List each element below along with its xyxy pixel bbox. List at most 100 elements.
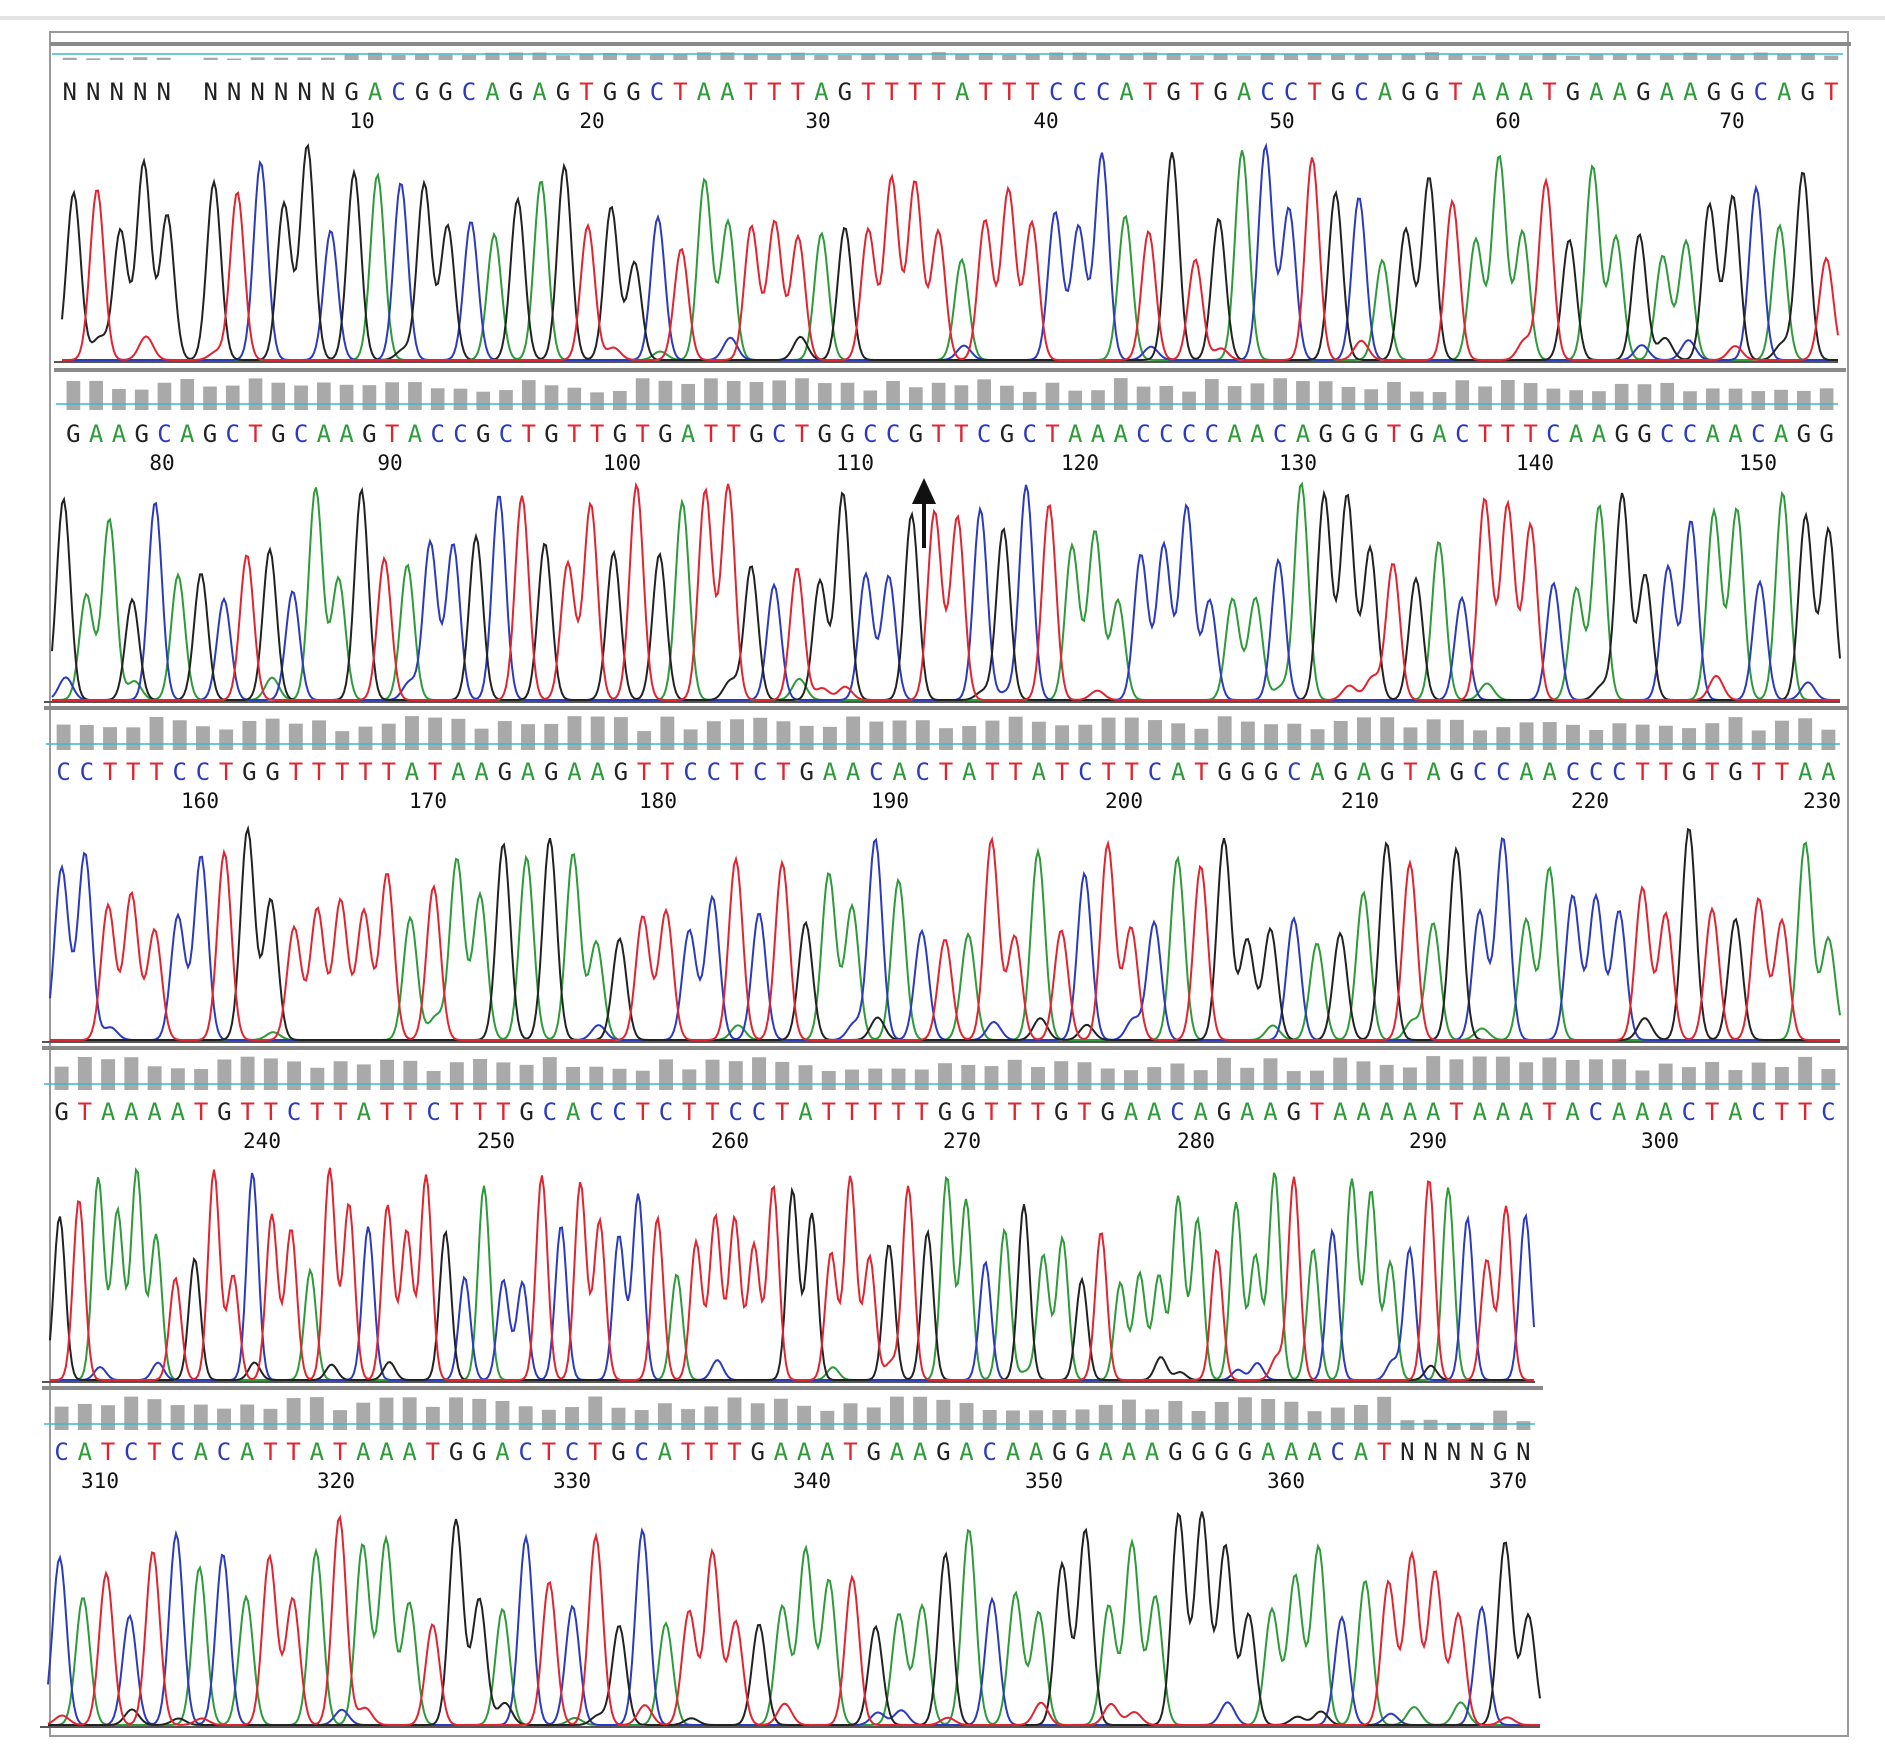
base-call: C <box>1287 758 1301 786</box>
base-call: T <box>1705 758 1719 786</box>
quality-bar <box>408 382 422 410</box>
quality-bar <box>79 724 94 750</box>
base-call: C <box>753 758 767 786</box>
quality-bar <box>938 1063 952 1090</box>
quality-bar <box>727 1397 742 1430</box>
quality-bar <box>1031 721 1046 750</box>
quality-bar <box>821 1070 836 1090</box>
quality-bar <box>1751 730 1766 750</box>
base-call: C <box>1078 758 1092 786</box>
base-call: N <box>227 78 241 106</box>
quality-bar <box>1400 1420 1415 1430</box>
quality-bar <box>1705 723 1720 750</box>
quality-bar <box>472 1398 487 1430</box>
quality-bar <box>602 52 617 60</box>
quality-bar <box>752 1057 766 1090</box>
quality-bar <box>814 54 829 60</box>
base-call: C <box>659 1098 673 1126</box>
quality-bar <box>1310 729 1325 750</box>
base-call: C <box>1754 78 1768 106</box>
quality-bar <box>1045 382 1060 410</box>
quality-bar <box>1379 1064 1394 1090</box>
base-call: C <box>1473 758 1487 786</box>
quality-bar <box>1658 1063 1673 1090</box>
base-call: N <box>86 78 100 106</box>
base-call: G <box>658 420 672 448</box>
quality-bar <box>287 1061 302 1090</box>
base-call: T <box>822 1098 836 1126</box>
base-call: A <box>1426 758 1441 786</box>
quality-bar <box>172 720 187 750</box>
base-call: A <box>1029 1438 1044 1466</box>
base-call: N <box>203 78 217 106</box>
base-call: C <box>1566 758 1580 786</box>
quality-bar <box>1182 391 1196 410</box>
panel-divider <box>42 1046 1848 1050</box>
base-call: C <box>1022 420 1036 448</box>
base-call: C <box>565 1438 579 1466</box>
base-call: T <box>590 420 604 448</box>
quality-bar <box>753 717 768 750</box>
quality-bar <box>673 54 688 60</box>
base-call: G <box>1410 420 1424 448</box>
quality-bar <box>869 721 884 750</box>
trace-A <box>50 841 1841 1041</box>
base-call: G <box>1264 758 1278 786</box>
quality-bar <box>683 729 698 750</box>
quality-bar <box>795 378 809 410</box>
quality-bar <box>89 380 103 410</box>
base-call: G <box>556 78 570 106</box>
base-call: C <box>54 1438 68 1466</box>
position-label: 370 <box>1489 1469 1527 1493</box>
base-call: N <box>1470 1438 1484 1466</box>
base-call: T <box>310 1098 324 1126</box>
base-call: G <box>1380 758 1394 786</box>
base-call: C <box>1354 78 1368 106</box>
base-call: A <box>1472 78 1487 106</box>
quality-bar <box>915 720 930 750</box>
quality-bar <box>954 385 969 410</box>
base-call: T <box>473 1098 487 1126</box>
quality-bar <box>356 1402 371 1430</box>
quality-bar <box>914 1069 929 1090</box>
base-call: A <box>1569 420 1584 448</box>
quality-bar <box>1354 1404 1368 1430</box>
panel-divider <box>50 42 1851 46</box>
quality-bar <box>1240 1067 1255 1090</box>
base-call: C <box>294 420 308 448</box>
quality-bar <box>1612 1059 1627 1090</box>
quality-bar <box>544 385 559 410</box>
base-call: C <box>1284 78 1298 106</box>
base-call: T <box>1542 78 1556 106</box>
quality-bar <box>344 54 359 60</box>
base-call: A <box>1798 758 1813 786</box>
quality-bar <box>1357 717 1371 750</box>
base-call: T <box>891 1098 905 1126</box>
quality-bar <box>820 1410 835 1430</box>
quality-bar <box>124 1057 139 1090</box>
quality-bar <box>889 1396 904 1430</box>
base-call: A <box>1307 1438 1322 1466</box>
position-label: 100 <box>603 451 641 475</box>
quality-bar <box>1166 53 1181 60</box>
panel-divider <box>44 706 1848 710</box>
base-call: C <box>518 1438 532 1466</box>
quality-bar <box>1753 52 1768 60</box>
quality-bar <box>1000 385 1014 410</box>
quality-bar <box>309 1397 324 1430</box>
quality-bar <box>1238 1397 1252 1430</box>
quality-bar <box>985 720 1000 750</box>
position-label: 170 <box>409 789 447 813</box>
quality-bar <box>681 1409 696 1430</box>
base-call: A <box>720 78 735 106</box>
quality-bar <box>798 1065 813 1090</box>
quality-bar <box>248 378 263 410</box>
base-call: T <box>496 1098 510 1126</box>
quality-bar <box>1473 730 1488 750</box>
quality-bar <box>1216 1057 1231 1090</box>
base-call: T <box>1387 420 1401 448</box>
quality-bar <box>863 390 878 410</box>
base-call: T <box>791 78 805 106</box>
